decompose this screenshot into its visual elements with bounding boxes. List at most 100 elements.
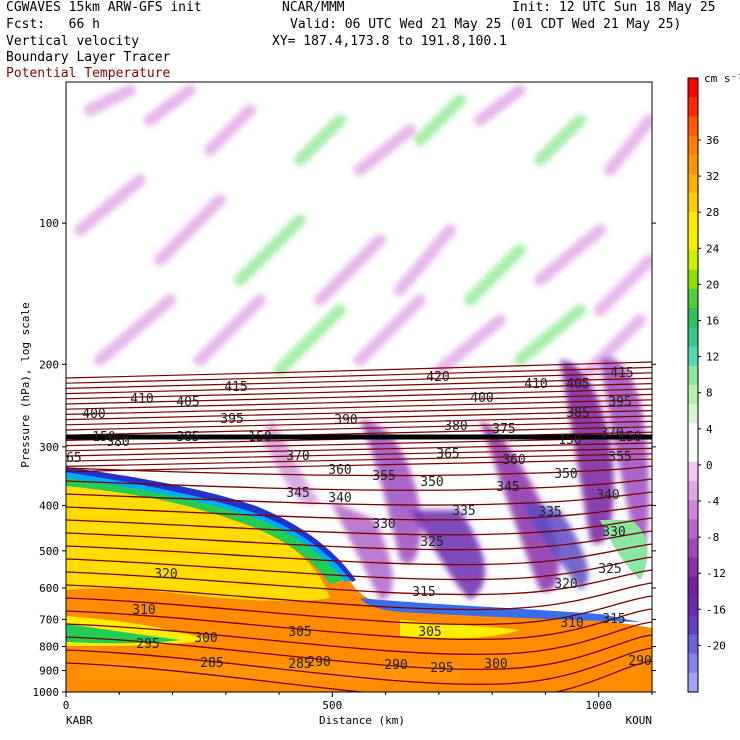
colorbar-swatch — [688, 615, 698, 635]
y-tick-label: 800 — [39, 641, 59, 654]
isentrope-label: 290 — [384, 658, 407, 673]
colorbar-tick-label: 36 — [706, 134, 719, 147]
isentrope-label: 330 — [372, 517, 395, 532]
y-tick-label: 900 — [39, 665, 59, 678]
isentrope-label: 310 — [560, 616, 583, 631]
colorbar-tick-label: -8 — [706, 531, 719, 544]
x-tick-label: 0 — [63, 699, 70, 712]
organization: NCAR/MMM — [282, 0, 345, 15]
y-tick-label: 300 — [39, 441, 59, 454]
colorbar-swatch — [688, 212, 698, 232]
isentrope-lines — [66, 361, 652, 692]
colorbar-tick-label: -12 — [706, 567, 726, 580]
y-tick-label: 700 — [39, 613, 59, 626]
isentrope-label: 320 — [154, 567, 177, 582]
colorbar-swatch — [688, 154, 698, 175]
tropopause-label: 150 — [92, 430, 115, 445]
updraft-patch — [600, 520, 648, 580]
isentrope-label: 395 — [220, 412, 243, 427]
x-tick-label: 1000 — [585, 699, 612, 712]
isentrope-label: 390 — [334, 413, 357, 428]
colorbar-frame — [687, 77, 699, 693]
valid-time: Valid: 06 UTC Wed 21 May 25 (01 CDT Wed … — [290, 17, 682, 32]
isentrope-label: 330 — [602, 525, 625, 540]
isentrope-label: 290 — [628, 654, 651, 669]
tropopause-label: 150 — [248, 430, 271, 445]
colorbar-swatch — [688, 557, 698, 578]
colorbar-swatch — [688, 365, 698, 386]
colorbar-tick-label: 4 — [706, 423, 713, 436]
colorbar-swatch — [688, 346, 698, 367]
isentrope-label: 410 — [130, 392, 153, 407]
isentrope-label: 370 — [600, 426, 623, 441]
isentrope-label: 320 — [554, 577, 577, 592]
isentrope-label: 325 — [420, 535, 443, 550]
isentrope-label: 400 — [470, 391, 493, 406]
y-tick-label: 400 — [39, 499, 59, 512]
isentrope-label: 360 — [328, 463, 351, 478]
colorbar-swatch — [688, 519, 698, 539]
colorbar-tick-label: 28 — [706, 206, 719, 219]
y-tick-label: 600 — [39, 582, 59, 595]
isentrope-label: 285 — [288, 657, 311, 672]
isentrope-label: 380 — [106, 435, 129, 450]
isentrope-label: 315 — [412, 585, 435, 600]
isentrope-label: 335 — [452, 504, 475, 519]
tropopause-label: 150 — [558, 433, 581, 448]
isentrope-label: 365 — [436, 447, 459, 462]
colorbar-tick-label: 8 — [706, 387, 713, 400]
colorbar-swatch — [688, 193, 698, 213]
y-tick-label: 100 — [39, 217, 59, 230]
colorbar-tick-label: -4 — [706, 495, 720, 508]
isentrope-label: 400 — [82, 407, 105, 422]
colorbar-swatch — [688, 327, 698, 348]
colorbar-tick-label: 20 — [706, 278, 719, 291]
colorbar-swatch — [688, 385, 698, 405]
isentrope-label: 385 — [176, 430, 199, 445]
y-tick-label: 1000 — [33, 686, 60, 699]
colorbar-swatch — [688, 269, 698, 290]
isentrope-label: 370 — [286, 449, 309, 464]
isentrope-label: 305 — [288, 625, 311, 640]
endpoint-right: KOUN — [626, 714, 653, 727]
colorbar-swatch — [688, 78, 698, 98]
y-tick-label: 500 — [39, 545, 59, 558]
boundary-layer-cyan — [66, 468, 352, 582]
isentrope-label: 345 — [286, 486, 309, 501]
isentrope-label: 355 — [372, 469, 395, 484]
x-tick-label: 500 — [322, 699, 342, 712]
colorbar-swatch — [688, 500, 698, 520]
colorbar-tick-label: -20 — [706, 639, 726, 652]
colorbar-swatch — [688, 442, 698, 463]
colorbar-swatch — [688, 97, 698, 117]
isentrope-label: 375 — [492, 422, 515, 437]
isentrope-label: 295 — [136, 637, 159, 652]
wave-streaks — [74, 84, 652, 376]
isentrope-label: 350 — [554, 467, 577, 482]
isentrope-label: 380 — [444, 419, 467, 434]
cross-section-coords: XY= 187.4,173.8 to 191.8,100.1 — [272, 34, 507, 49]
colorbar-swatch — [688, 308, 698, 328]
colorbar-swatch — [688, 538, 698, 559]
colorbar-tick-label: 12 — [706, 351, 719, 364]
isentrope-label: 315 — [602, 612, 625, 627]
colorbar-swatch — [688, 135, 698, 156]
boundary-layer-orange-low — [80, 660, 460, 680]
colorbar-swatch — [688, 289, 698, 309]
model-title: CGWAVES 15km ARW-GFS init — [6, 0, 202, 15]
colorbar-swatch — [688, 173, 698, 194]
plot-frame — [65, 81, 653, 693]
tropopause-label: 150 — [618, 430, 641, 445]
isentrope-label: 420 — [426, 370, 449, 385]
colorbar-swatch — [688, 423, 698, 444]
colorbar-swatch — [688, 116, 698, 137]
colorbar-tick-label: 16 — [706, 315, 719, 328]
colorbar: cm s⁻¹ 36 32 28 24 20 16 12 8 4 0 -4 -8 -12 -16 -20 — [687, 72, 740, 693]
endpoint-left: KABR — [66, 714, 93, 727]
isentrope-label: 345 — [496, 480, 519, 495]
isentrope-label: 355 — [608, 450, 631, 465]
colorbar-swatch — [688, 634, 698, 655]
